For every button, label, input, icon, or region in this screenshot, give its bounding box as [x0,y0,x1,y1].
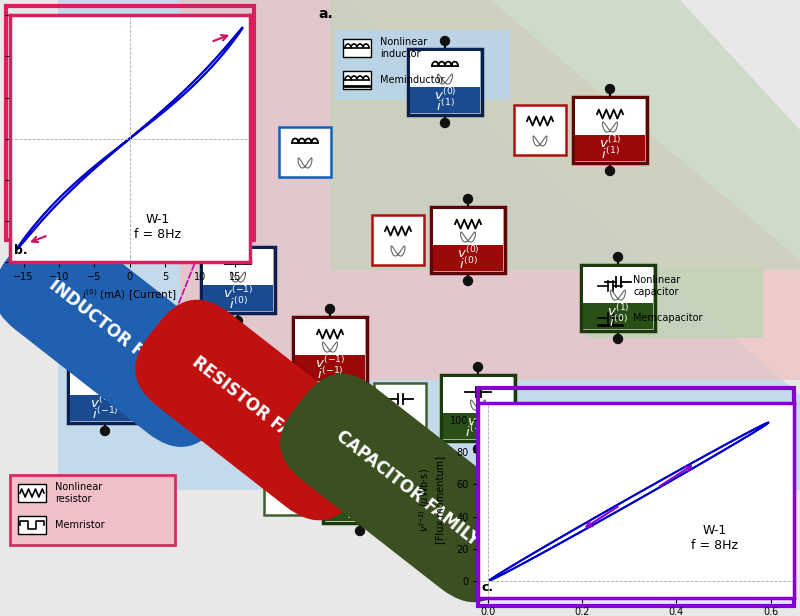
Y-axis label: $v^{(-2)}$ ($\mu$Wb$\cdot$s)
[Flux momentum]: $v^{(-2)}$ ($\mu$Wb$\cdot$s) [Flux momen… [418,456,445,545]
Circle shape [463,277,473,285]
Text: $i^{(0)}$: $i^{(0)}$ [609,314,627,330]
Circle shape [234,235,242,243]
FancyBboxPatch shape [443,413,513,439]
Text: $v^{(0)}$: $v^{(0)}$ [457,245,479,261]
Circle shape [101,344,110,354]
FancyBboxPatch shape [10,475,175,545]
Text: $i^{(-1)}$: $i^{(-1)}$ [92,406,118,422]
Text: $v^{(-2)}$: $v^{(-2)}$ [90,395,120,411]
FancyBboxPatch shape [70,395,140,421]
FancyBboxPatch shape [70,359,140,395]
FancyBboxPatch shape [374,383,426,433]
FancyBboxPatch shape [264,465,316,515]
Text: $i^{(0)}$: $i^{(0)}$ [458,256,478,272]
Text: $v^{(0)}$: $v^{(0)}$ [466,413,490,429]
FancyBboxPatch shape [343,39,371,57]
FancyBboxPatch shape [596,309,624,327]
FancyBboxPatch shape [203,249,273,285]
FancyBboxPatch shape [588,268,763,338]
Text: $v^{(-1)}$: $v^{(-1)}$ [222,285,254,301]
FancyBboxPatch shape [583,303,653,329]
FancyBboxPatch shape [142,351,194,401]
Text: $i^{(1)}$: $i^{(1)}$ [601,146,619,161]
FancyBboxPatch shape [295,319,365,355]
FancyBboxPatch shape [583,267,653,303]
FancyBboxPatch shape [343,71,371,89]
Text: RESISTOR FAMILY: RESISTOR FAMILY [188,352,328,468]
Text: $i^{(-2)}$: $i^{(-2)}$ [346,506,374,522]
Circle shape [441,36,450,46]
Circle shape [463,195,473,203]
FancyBboxPatch shape [410,87,480,113]
Text: Memcapacitor: Memcapacitor [633,313,702,323]
FancyBboxPatch shape [295,355,365,381]
Circle shape [614,253,622,262]
Text: $v^{(1)}$: $v^{(1)}$ [606,303,630,318]
Text: W-1
f = 8Hz: W-1 f = 8Hz [134,213,182,241]
Text: W-1
f = 8Hz: W-1 f = 8Hz [690,524,738,552]
Text: $v^{(0)}$: $v^{(0)}$ [434,87,456,103]
Text: Memristor: Memristor [55,520,105,530]
Text: Nonlinear
capacitor: Nonlinear capacitor [633,275,680,297]
FancyBboxPatch shape [575,99,645,135]
Polygon shape [180,0,800,380]
Circle shape [355,445,365,453]
FancyBboxPatch shape [575,135,645,161]
Circle shape [474,362,482,371]
Text: $v^{(1)}$: $v^{(1)}$ [598,135,622,151]
FancyBboxPatch shape [514,105,566,155]
Circle shape [355,527,365,535]
FancyBboxPatch shape [335,30,510,100]
Text: $i^{(-1)}$: $i^{(-1)}$ [465,424,491,440]
X-axis label: $i^{(0)}$ (mA) [Current]: $i^{(0)}$ (mA) [Current] [82,287,177,302]
Circle shape [474,445,482,453]
FancyBboxPatch shape [433,209,503,245]
Circle shape [326,386,334,395]
Text: INDUCTOR FAMILY: INDUCTOR FAMILY [46,276,190,394]
FancyBboxPatch shape [443,377,513,413]
Circle shape [614,334,622,344]
FancyBboxPatch shape [372,215,424,265]
Text: $v^{(-1)}$: $v^{(-1)}$ [314,355,346,371]
Text: $i^{(1)}$: $i^{(1)}$ [435,98,454,114]
FancyBboxPatch shape [18,484,46,502]
Text: CAPACITOR FAMILY: CAPACITOR FAMILY [333,427,483,549]
Text: $i^{(0)}$: $i^{(0)}$ [229,296,247,312]
FancyBboxPatch shape [596,277,624,295]
FancyBboxPatch shape [433,245,503,271]
FancyBboxPatch shape [410,51,480,87]
Text: a.: a. [318,7,333,21]
Circle shape [234,317,242,325]
Text: Nonlinear
inductor: Nonlinear inductor [380,37,427,59]
Circle shape [606,84,614,94]
Polygon shape [58,0,800,490]
Circle shape [441,118,450,128]
Text: b.: b. [14,244,28,257]
FancyBboxPatch shape [279,127,331,177]
FancyBboxPatch shape [18,516,46,534]
Text: Nonlinear
resistor: Nonlinear resistor [55,482,102,504]
FancyBboxPatch shape [325,459,395,495]
FancyBboxPatch shape [203,285,273,311]
FancyBboxPatch shape [325,495,395,521]
Circle shape [606,166,614,176]
Polygon shape [330,0,800,270]
Text: c.: c. [482,581,494,594]
Text: $i^{(-1)}$: $i^{(-1)}$ [317,366,343,382]
Circle shape [326,304,334,314]
Text: Meminductor: Meminductor [380,75,445,85]
Text: $v^{(-1)}$: $v^{(-1)}$ [345,495,375,511]
Circle shape [101,426,110,436]
